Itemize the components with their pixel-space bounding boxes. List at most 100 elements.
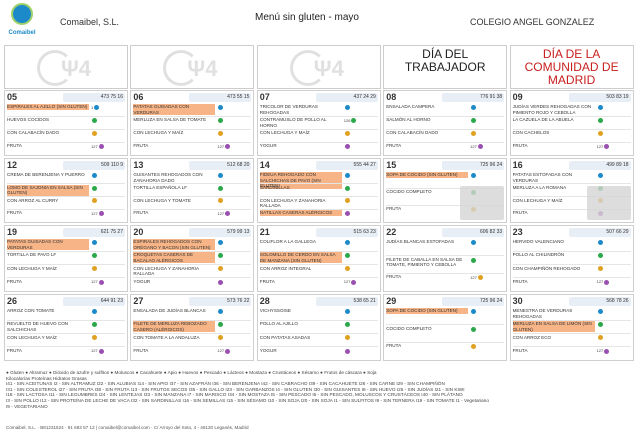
dish-divider xyxy=(133,333,252,334)
allergen-codes xyxy=(91,239,97,245)
allergen-dot-icon xyxy=(471,239,477,245)
allergen-codes xyxy=(597,172,603,178)
dish-divider xyxy=(512,196,631,197)
nutrition-info: 509 110 9 xyxy=(63,161,125,170)
allergen-codes xyxy=(217,279,224,285)
day-number: 08 xyxy=(386,92,397,102)
dish-divider xyxy=(259,208,378,210)
day-cell: 28 538 65 21 VICHYSSOISE POLLO AL AJILLO CON… xyxy=(256,294,381,361)
day-cell: 21 515 63 23 COLIFLOR A LA GALLEGA SOLOMILL… xyxy=(256,225,381,292)
dish-divider xyxy=(133,250,252,252)
plate-icon xyxy=(163,50,200,86)
dish-divider xyxy=(512,277,631,279)
dish-item: FRUTA xyxy=(7,210,22,216)
allergen-dot-icon xyxy=(218,253,224,259)
dish-divider xyxy=(512,183,631,185)
allergen-code: 1 xyxy=(91,104,94,110)
cutlery-icon: Ψ4 xyxy=(161,48,221,88)
allergen-dot-icon xyxy=(92,322,97,328)
dish-item: FRUTA xyxy=(386,143,402,148)
allergen-code: 127 xyxy=(470,143,477,149)
allergen-dot-icon xyxy=(218,104,224,110)
day-number: 23 xyxy=(512,227,523,237)
page-header: Comaibel Comaibel, S.L. Menú sin gluten … xyxy=(0,0,640,44)
dish-item: TORTILLA ESPAÑOLA LF xyxy=(133,184,188,190)
dish-item: YOGUR xyxy=(259,347,277,353)
page-title: Menú sin gluten - mayo xyxy=(255,12,359,23)
allergen-dot-icon xyxy=(92,185,97,191)
allergen-dot-icon xyxy=(597,172,603,178)
allergen-dot-icon xyxy=(98,211,104,217)
dish-item: CON ARROZ AL CURRY xyxy=(7,197,59,203)
dish-divider xyxy=(386,272,505,274)
allergen-dot-icon xyxy=(92,172,97,178)
allergen-dot-icon xyxy=(344,266,350,272)
allergen-codes: 127 xyxy=(597,279,610,285)
nutrition-info: 573 76 22 xyxy=(189,297,252,306)
day-cell: 22 606 82 33 JUDÍAS BLANCAS ESTOFADAS FILET… xyxy=(383,225,508,292)
nutrition-info: 621 75 27 xyxy=(63,228,125,237)
cutlery-icon: Ψ4 xyxy=(288,48,348,88)
header-cell: Ψ4 xyxy=(4,45,128,89)
dish-item: FRUTA xyxy=(386,206,402,211)
day-number: 13 xyxy=(133,160,144,170)
dish-item: JUDÍAS BLANCAS ESTOFADAS xyxy=(386,239,455,244)
dish-divider xyxy=(512,264,631,265)
allergen-dot-icon xyxy=(225,348,231,354)
logo-text: Comaibel xyxy=(8,30,36,36)
dish-item: CON TOMATE A LA ANDALUZA xyxy=(133,334,200,340)
dish-divider xyxy=(386,341,505,343)
dish-divider xyxy=(512,319,631,321)
allergen-code: 127 xyxy=(91,348,98,354)
dish-item: MERLUZA EN SALSA DE LIMÓN (SIN GLUTEN) xyxy=(512,321,595,333)
allergen-dot-icon xyxy=(471,130,477,136)
dish-divider xyxy=(133,183,252,185)
header-cell: DÍA DEL TRABAJADOR xyxy=(383,45,508,89)
day-number: 29 xyxy=(386,296,397,306)
day-number: 05 xyxy=(7,92,18,102)
plate-icon xyxy=(37,50,73,86)
dish-item: FRUTA xyxy=(133,347,149,353)
dish-divider xyxy=(386,255,505,257)
allergen-dot-icon xyxy=(218,185,224,191)
allergen-codes xyxy=(91,253,97,259)
dish-item: COLIFLOR A LA GALLEGA xyxy=(259,239,316,244)
allergen-codes: 126 xyxy=(344,118,357,123)
dish-item: CON LECHUGA Y MAÍZ xyxy=(259,130,310,135)
day-cell: 06 473 55 15 PATATAS GUISADAS CON VERDURAS… xyxy=(130,90,255,156)
dish-divider xyxy=(259,128,378,130)
dish-item: FRUTA xyxy=(512,278,528,284)
dish-item: PATATAS GUISADAS CON VERDURAS xyxy=(7,239,89,250)
allergen-dot-icon xyxy=(471,326,477,332)
allergen-dot-icon xyxy=(92,335,97,341)
day-number: 07 xyxy=(259,92,270,102)
allergen-dot-icon xyxy=(471,308,477,314)
header-cell: Ψ4 xyxy=(256,45,381,89)
allergen-codes xyxy=(344,130,350,136)
allergen-codes xyxy=(597,130,603,136)
allergen-codes xyxy=(344,172,350,178)
allergen-dot-icon xyxy=(597,104,603,110)
allergen-codes xyxy=(470,257,477,263)
dish-item: HUEVOS COCIDOS xyxy=(7,117,50,122)
allergen-dot-icon xyxy=(225,143,231,149)
dish-item: FIDEUA REHOGADO CON SALCHICHAS DE PAVO (… xyxy=(259,172,342,189)
logo-icon xyxy=(11,3,33,25)
dish-divider xyxy=(386,115,505,117)
allergen-codes: 127 xyxy=(217,143,231,149)
dish-item: CON PATATAS ASADAS xyxy=(259,334,311,340)
allergen-codes xyxy=(344,253,350,259)
allergen-code: 127 xyxy=(596,143,604,149)
allergen-code: 127 xyxy=(217,143,225,149)
dish-item: PATATAS ESTOFADAS CON VERDURAS xyxy=(512,172,573,183)
allergen-codes: 127 xyxy=(91,144,104,149)
company-name: Comaibel, S.L. xyxy=(60,17,120,27)
dish-item: FRUTA xyxy=(512,347,528,353)
dish-divider xyxy=(512,115,631,117)
allergen-codes xyxy=(470,344,477,350)
dish-divider xyxy=(7,208,125,210)
allergen-code: 127 xyxy=(343,279,351,285)
allergen-codes xyxy=(344,266,350,272)
nutrition-info: 725 96 24 xyxy=(442,161,505,170)
dish-item: HERVIDO VALENCIANO xyxy=(512,239,564,244)
